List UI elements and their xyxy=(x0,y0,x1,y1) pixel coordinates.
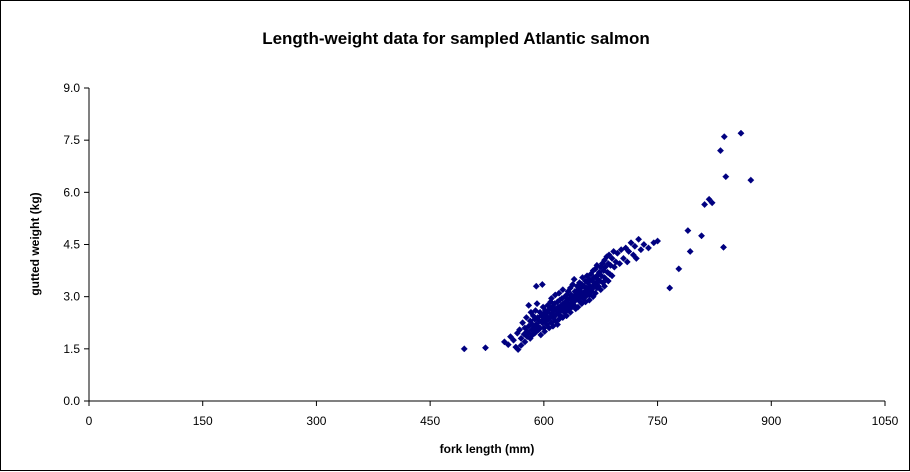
data-point xyxy=(519,319,527,327)
data-point xyxy=(514,346,522,354)
data-point xyxy=(747,176,755,184)
data-point xyxy=(616,260,624,268)
data-point xyxy=(559,286,567,294)
data-point xyxy=(717,147,724,155)
data-point xyxy=(698,232,706,240)
data-point xyxy=(619,254,627,262)
data-point xyxy=(640,241,648,248)
y-tick-label: 1.5 xyxy=(63,342,80,356)
data-point xyxy=(608,254,616,262)
x-tick-label: 600 xyxy=(534,414,554,428)
y-axis-label: gutted weight (kg) xyxy=(28,192,42,295)
data-point xyxy=(460,345,468,353)
data-point xyxy=(637,246,645,254)
data-point xyxy=(517,334,525,342)
data-point xyxy=(517,341,525,349)
x-tick-label: 1050 xyxy=(872,414,899,428)
data-point xyxy=(591,289,599,297)
data-point xyxy=(631,242,639,250)
data-point xyxy=(504,341,512,349)
data-point xyxy=(720,133,728,141)
data-point xyxy=(737,129,745,137)
data-point xyxy=(547,298,555,306)
data-point xyxy=(585,296,593,304)
data-point xyxy=(635,235,643,243)
y-tick-label: 7.5 xyxy=(63,133,80,147)
data-point xyxy=(632,254,640,262)
data-point xyxy=(607,261,615,269)
data-point xyxy=(608,272,616,280)
data-point xyxy=(538,281,546,288)
data-point xyxy=(516,326,524,334)
y-tick-label: 3.0 xyxy=(63,290,80,304)
data-point xyxy=(623,258,631,266)
data-point xyxy=(654,237,662,245)
y-tick-label: 4.5 xyxy=(63,238,80,252)
data-point xyxy=(547,294,555,302)
chart-title: Length-weight data for sampled Atlantic … xyxy=(262,29,650,48)
x-tick-label: 0 xyxy=(86,414,93,428)
data-point xyxy=(666,284,674,292)
data-point xyxy=(521,338,529,346)
data-point xyxy=(554,321,561,328)
data-points xyxy=(460,129,755,354)
data-point xyxy=(610,263,618,271)
data-point xyxy=(532,307,540,315)
y-tick-label: 6.0 xyxy=(63,185,80,199)
data-point xyxy=(574,303,582,311)
data-point xyxy=(597,272,605,280)
data-point xyxy=(482,344,489,352)
x-tick-label: 300 xyxy=(306,414,326,428)
data-point xyxy=(541,327,549,335)
y-axis-ticks: 0.0 1.5 3.0 4.5 6.0 7.5 9.0 xyxy=(63,81,89,408)
data-point xyxy=(537,331,545,339)
data-point xyxy=(625,247,633,255)
data-point xyxy=(708,199,716,207)
data-point xyxy=(613,249,621,257)
data-point xyxy=(627,239,635,247)
data-point xyxy=(601,282,608,290)
data-point xyxy=(563,312,571,320)
data-point xyxy=(533,300,541,308)
x-tick-label: 150 xyxy=(193,414,213,428)
x-tick-label: 900 xyxy=(761,414,781,428)
data-point xyxy=(525,301,533,309)
data-point xyxy=(522,314,530,322)
data-point xyxy=(604,277,612,285)
data-point xyxy=(722,173,730,181)
data-point xyxy=(569,281,577,288)
data-point xyxy=(644,244,652,252)
x-tick-label: 450 xyxy=(420,414,440,428)
data-point xyxy=(597,286,605,294)
data-point xyxy=(720,243,728,251)
x-axis-ticks: 0 150 300 450 600 750 900 1050 xyxy=(86,401,899,428)
data-point xyxy=(686,247,694,255)
data-point xyxy=(566,308,574,316)
data-point xyxy=(510,336,518,344)
y-tick-label: 9.0 xyxy=(63,81,80,95)
data-point xyxy=(532,282,540,290)
data-point xyxy=(570,275,578,283)
data-point xyxy=(675,265,683,273)
y-tick-label: 0.0 xyxy=(63,394,80,408)
data-point xyxy=(555,289,563,297)
x-tick-label: 750 xyxy=(648,414,668,428)
data-point xyxy=(701,201,709,208)
data-point xyxy=(684,227,692,235)
x-axis-label: fork length (mm) xyxy=(440,442,535,456)
